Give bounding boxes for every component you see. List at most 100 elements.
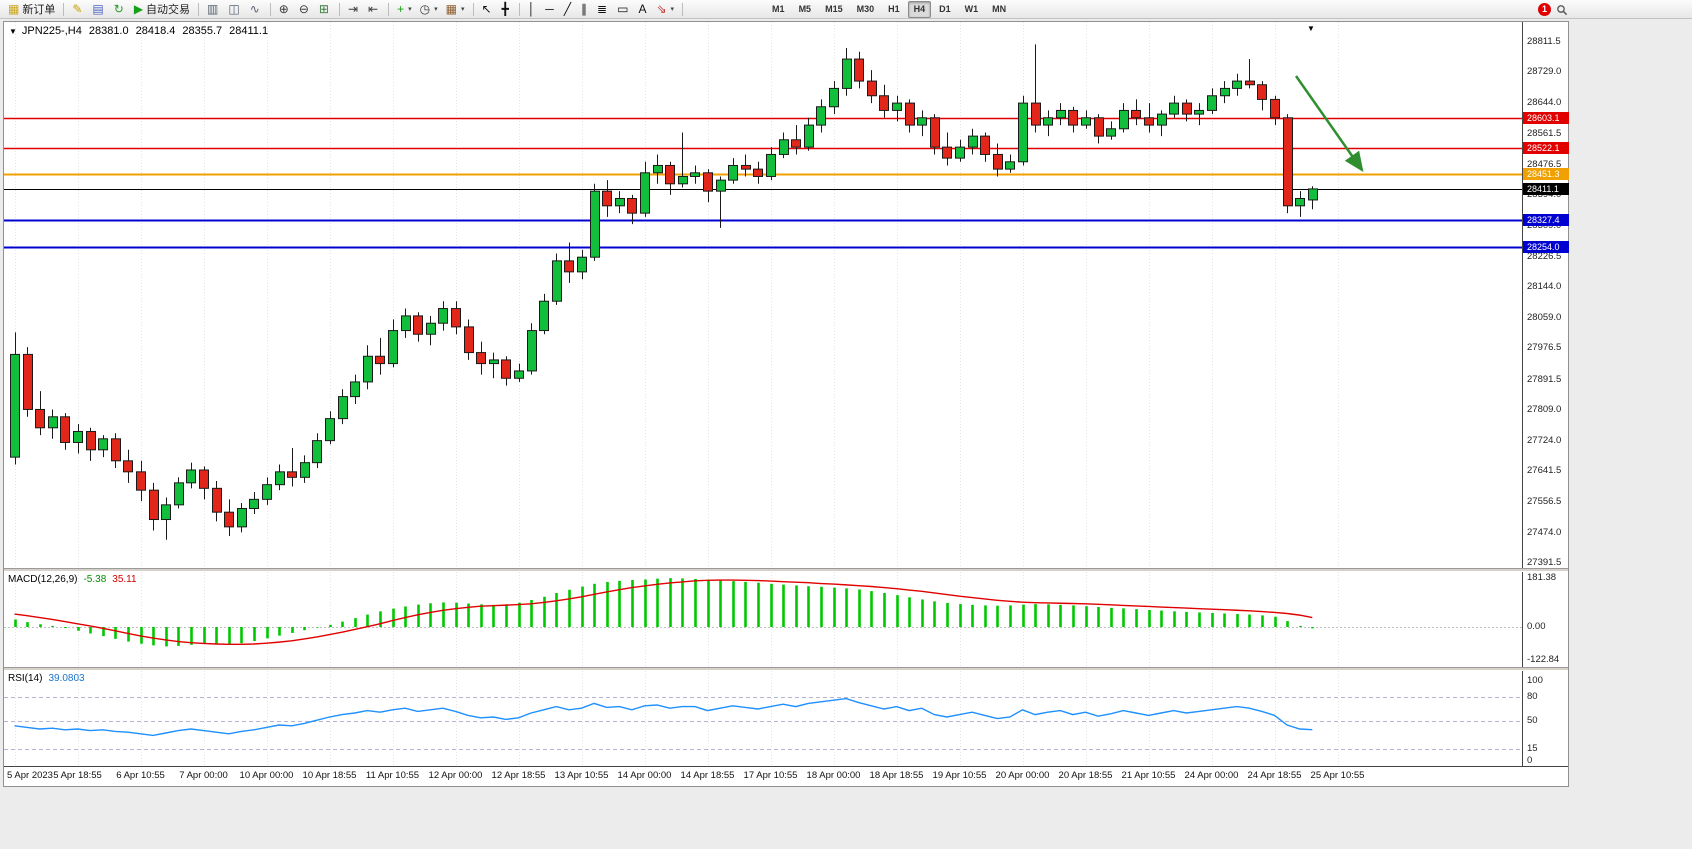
scale-value: 28561.5 — [1527, 127, 1562, 139]
templates-dropdown-icon: ▾ — [460, 6, 465, 13]
macd-main-value: -5.38 — [83, 574, 107, 585]
timeframe-button-M5[interactable]: M5 — [798, 3, 812, 14]
periods-dropdown-icon: ▾ — [434, 6, 438, 13]
toolbar-button-chart-shift[interactable]: ⇤ — [364, 0, 384, 19]
toolbar-button-auto-trading[interactable]: ▶ 自动交易 — [130, 0, 194, 19]
toolbar-button-trendline[interactable]: ╱ — [560, 0, 577, 19]
price-tag: 28451.3 — [1523, 168, 1569, 181]
toolbar-button-new-order[interactable]: ▦ 新订单 — [4, 0, 59, 19]
toolbar-button-bar-chart[interactable]: ▥ — [203, 0, 224, 19]
chart-shift-icon: ⇤ — [368, 1, 379, 16]
time-label: 5 Apr 18:55 — [53, 770, 102, 781]
time-label: 14 Apr 18:55 — [680, 770, 735, 781]
trendline-icon: ╱ — [563, 1, 572, 16]
toolbar-button-cursor[interactable]: ↖ — [478, 0, 498, 19]
candlestick-chart-icon: ◫ — [228, 1, 240, 16]
time-label: 12 Apr 00:00 — [428, 770, 483, 781]
timeframe-button-MN[interactable]: MN — [992, 3, 1007, 14]
toolbar-button-horizontal-line[interactable]: ─ — [541, 0, 560, 19]
rsi-indicator-chart[interactable] — [4, 671, 1522, 766]
toolbar-button-arrows[interactable]: ⇘ ▾ — [652, 0, 678, 19]
arrows-dropdown-icon: ▾ — [670, 6, 675, 13]
time-label: 17 Apr 10:55 — [743, 770, 798, 781]
macd-indicator-chart[interactable] — [4, 572, 1522, 667]
toolbar-button-refresh[interactable]: ↻ — [110, 0, 130, 19]
time-axis[interactable]: 5 Apr 2023 5 Apr 18:55 6 Apr 10:55 7 Apr 00… — [4, 766, 1568, 785]
timeframe-button-D1[interactable]: D1 — [939, 3, 951, 14]
crosshair-icon: ╋ — [501, 1, 509, 16]
time-label: 11 Apr 10:55 — [365, 770, 420, 781]
price-tag: 28327.4 — [1523, 213, 1569, 226]
timeframe-button-H1[interactable]: H1 — [888, 3, 900, 14]
toolbar-button-fibonacci[interactable]: ≣ — [593, 0, 613, 19]
scale-value: 100 — [1527, 675, 1543, 686]
notification-badge[interactable]: 1 — [1538, 3, 1551, 16]
auto-scroll-icon: ⇥ — [347, 1, 359, 16]
timeframe-button-M1[interactable]: M1 — [772, 3, 785, 14]
time-label: 18 Apr 18:55 — [869, 770, 924, 781]
toolbar-button-zoom-out[interactable]: ⊖ — [295, 0, 315, 19]
metaeditor-icon: ✎ — [72, 1, 83, 16]
toolbar-button-auto-scroll[interactable]: ⇥ — [344, 0, 364, 19]
time-label: 13 Apr 10:55 — [554, 770, 609, 781]
panel-splitter[interactable] — [4, 568, 1568, 572]
toolbar-separator — [472, 2, 474, 16]
auto-trading-icon: ▶ — [133, 1, 144, 16]
toolbar-button-text[interactable]: A — [634, 0, 652, 19]
timeframe-button-H4[interactable]: H4 — [907, 0, 932, 18]
chart-title: JPN225-,H4 — [21, 25, 82, 37]
scale-value: 50 — [1527, 715, 1538, 726]
toolbar-button-vertical-line[interactable]: │ — [524, 0, 542, 19]
timeframe-button-M30[interactable]: M30 — [856, 3, 875, 14]
main-toolbar: ▦ 新订单 ✎ ▤ ↻ ▶ 自动交易 ▥ ◫ ∿ ⊕ ⊖ ⊞ ⇥ ⇤ + ▾ ◷ ▾ ▦ ▾ ↖ ╋ │ ─ ╱ ∥ ≣ ▭ A ⇘ ▾ M1 M… — [0, 0, 1692, 19]
macd-label: MACD(12,26,9) — [8, 574, 78, 585]
price-tag: 28603.1 — [1523, 112, 1569, 125]
toolbar-button-data-window[interactable]: ▤ — [88, 0, 109, 19]
timeframe-button-W1[interactable]: W1 — [964, 3, 979, 14]
time-label: 24 Apr 18:55 — [1247, 770, 1302, 781]
scale-value: -122.84 — [1527, 654, 1560, 666]
toolbar-button-crosshair[interactable]: ╋ — [498, 0, 515, 19]
time-label: 21 Apr 10:55 — [1121, 770, 1176, 781]
toolbar-button-periods[interactable]: ◷ ▾ — [416, 0, 442, 19]
rsi-header: RSI(14) 39.0803 — [8, 673, 85, 684]
time-label: 5 Apr 2023 — [7, 770, 53, 781]
toolbar-separator — [518, 2, 520, 16]
ohlc-high: 28418.4 — [135, 25, 176, 37]
main-chart-panel: ▼ JPN225-,H4 28381.0 28418.4 28355.7 284… — [4, 22, 1522, 568]
templates-icon: ▦ — [445, 1, 457, 16]
ohlc-close: 28411.1 — [229, 25, 269, 37]
time-label: 18 Apr 00:00 — [806, 770, 861, 781]
chart-collapse-icon[interactable]: ▼ — [9, 26, 17, 36]
price-tag: 28411.1 — [1523, 182, 1569, 195]
candlestick-chart[interactable] — [4, 22, 1522, 568]
toolbar-button-channel[interactable]: ∥ — [577, 0, 593, 19]
toolbar-button-zoom-in[interactable]: ⊕ — [275, 0, 295, 19]
toolbar-button-templates[interactable]: ▦ ▾ — [442, 0, 469, 19]
time-label: 25 Apr 10:55 — [1310, 770, 1365, 781]
scale-value: 28144.0 — [1527, 280, 1562, 292]
toolbar-button-line-chart[interactable]: ∿ — [246, 0, 266, 19]
new-order-label: 新订单 — [22, 4, 56, 16]
scale-value: 28059.0 — [1527, 312, 1562, 324]
rsi-label: RSI(14) — [8, 673, 43, 684]
toolbar-button-indicators[interactable]: + ▾ — [393, 0, 416, 19]
time-label: 24 Apr 00:00 — [1184, 770, 1239, 781]
price-scale[interactable]: 28811.528729.028644.028561.528476.528394… — [1522, 22, 1569, 766]
chart-window: ▼ JPN225-,H4 28381.0 28418.4 28355.7 284… — [3, 21, 1569, 787]
toolbar-separator — [63, 2, 65, 16]
scale-value: 27891.5 — [1527, 373, 1562, 385]
toolbar-button-shapes[interactable]: ▭ — [613, 0, 634, 19]
ohlc-open: 28381.0 — [88, 25, 129, 37]
scale-value: 15 — [1527, 743, 1538, 754]
toolbar-button-candlestick-chart[interactable]: ◫ — [224, 0, 245, 19]
time-label: 10 Apr 00:00 — [239, 770, 294, 781]
chart-shift-marker-icon[interactable]: ▼ — [1307, 24, 1315, 33]
search-icon[interactable] — [1556, 3, 1568, 21]
panel-splitter[interactable] — [4, 667, 1568, 671]
toolbar-button-metaeditor[interactable]: ✎ — [68, 0, 88, 19]
tile-windows-icon: ⊞ — [318, 1, 329, 16]
toolbar-button-tile-windows[interactable]: ⊞ — [315, 0, 335, 19]
timeframe-button-M15[interactable]: M15 — [825, 3, 843, 14]
